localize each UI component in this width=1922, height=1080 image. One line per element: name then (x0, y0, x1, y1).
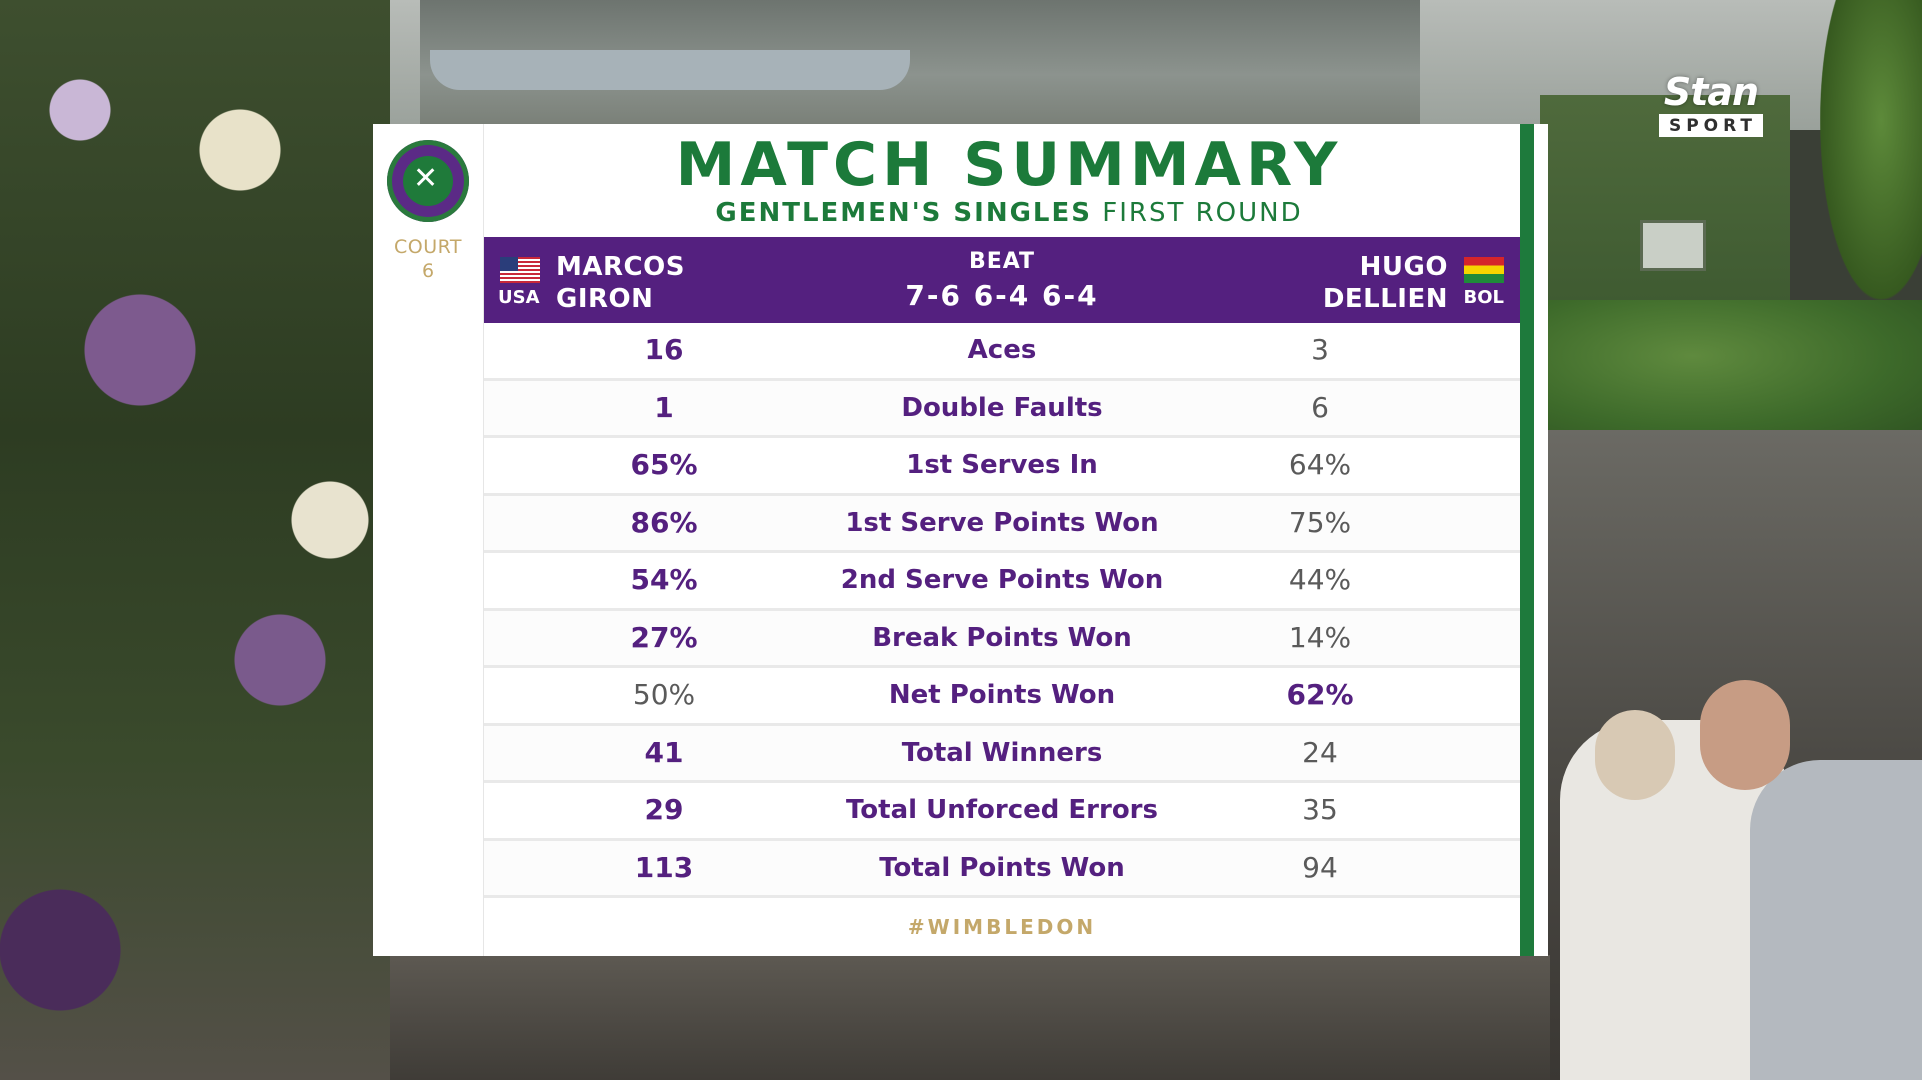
result-header: USA MARCOS GIRON BEAT 7-6 6-4 6-4 HUGO D… (484, 237, 1520, 323)
spectator (1750, 760, 1922, 1080)
match-summary-board: ✕ COURT 6 MATCH SUMMARY GENTLEMEN'S SING… (373, 124, 1548, 956)
court-label: COURT (393, 236, 463, 258)
court-number: 6 (421, 260, 435, 282)
stat-label: Total Winners (901, 737, 1103, 768)
right-player-name: HUGO DELLIEN (1323, 251, 1448, 315)
flower-foliage (0, 0, 390, 1080)
side-panel: ✕ COURT 6 (373, 124, 484, 956)
logo-emblem (403, 156, 453, 206)
right-player-first: HUGO (1359, 252, 1448, 282)
left-player-last: GIRON (556, 284, 654, 314)
stat-left-value: 1 (654, 390, 674, 424)
spectator-head (1595, 710, 1675, 800)
right-player-last: DELLIEN (1322, 284, 1448, 314)
hedge (1540, 300, 1922, 440)
stat-row: 54% 2nd Serve Points Won 44% (484, 553, 1520, 611)
accent-bar (1520, 124, 1534, 956)
stat-left-value: 86% (630, 505, 698, 539)
stat-left-value: 65% (630, 448, 698, 481)
stat-left-value: 54% (630, 563, 698, 596)
match-score: 7-6 6-4 6-4 (905, 279, 1099, 312)
page-title: MATCH SUMMARY (675, 130, 1343, 200)
stat-left-value: 50% (632, 678, 696, 711)
stat-row: 50% Net Points Won 62% (484, 668, 1520, 726)
broadcaster-logo: Stan SPORT (1652, 72, 1770, 137)
stat-row: 113 Total Points Won 94 (484, 840, 1520, 898)
wimbledon-logo: ✕ (387, 140, 469, 222)
summary-main: MATCH SUMMARY GENTLEMEN'S SINGLES FIRST … (484, 124, 1534, 956)
stadium-roof (430, 50, 910, 90)
stat-right-value: 35 (1302, 793, 1338, 826)
spectator-head (1700, 680, 1790, 790)
bolivia-flag-icon (1464, 257, 1504, 283)
stat-left-value: 16 (644, 333, 684, 366)
stat-label: 1st Serves In (906, 450, 1098, 480)
stat-right-value: 24 (1302, 735, 1338, 769)
stat-left-value: 29 (644, 793, 684, 826)
stat-right-value: 3 (1311, 333, 1329, 366)
stat-label: 2nd Serve Points Won (840, 565, 1164, 595)
stats-table: 16 Aces 3 1 Double Faults 6 65% 1st Serves In 64… (484, 323, 1520, 898)
stat-label: Double Faults (901, 392, 1103, 423)
stat-label: Aces (967, 335, 1037, 365)
crowd-bottom (370, 955, 1550, 1080)
stat-right-value: 44% (1288, 563, 1352, 596)
usa-flag-icon (500, 257, 540, 283)
stat-row: 27% Break Points Won 14% (484, 610, 1520, 668)
event-subtitle: GENTLEMEN'S SINGLES FIRST ROUND (484, 196, 1534, 230)
left-country-code: USA (498, 287, 540, 308)
stat-right-value: 62% (1286, 678, 1354, 711)
stat-left-value: 27% (630, 620, 698, 654)
stat-row: 1 Double Faults 6 (484, 380, 1520, 438)
stat-row: 86% 1st Serve Points Won 75% (484, 495, 1520, 553)
stat-label: Total Points Won (879, 852, 1125, 883)
right-country-code: BOL (1463, 287, 1505, 308)
left-player-name: MARCOS GIRON (556, 251, 685, 315)
stat-label: Total Unforced Errors (846, 795, 1158, 825)
stat-left-value: 113 (634, 850, 694, 884)
stat-right-value: 14% (1288, 620, 1352, 654)
stat-left-value: 41 (644, 735, 684, 769)
broadcaster-sub: SPORT (1658, 114, 1764, 137)
stat-label: Break Points Won (872, 622, 1132, 653)
stat-row: 65% 1st Serves In 64% (484, 438, 1520, 496)
stat-row: 29 Total Unforced Errors 35 (484, 783, 1520, 841)
event-name: GENTLEMEN'S SINGLES (715, 198, 1092, 228)
hashtag: #WIMBLEDON (907, 915, 1097, 939)
left-player-first: MARCOS (556, 252, 685, 282)
round-name: FIRST ROUND (1102, 198, 1303, 228)
stat-right-value: 6 (1311, 390, 1329, 424)
stat-row: 41 Total Winners 24 (484, 725, 1520, 783)
broadcaster-name: Stan (1663, 70, 1759, 114)
stat-label: Net Points Won (888, 680, 1116, 710)
stat-label: 1st Serve Points Won (845, 507, 1159, 538)
leaves (1820, 0, 1922, 300)
building-window (1640, 220, 1706, 271)
crossed-rackets-icon: ✕ (413, 161, 439, 196)
result-verb: BEAT (968, 249, 1036, 274)
stat-right-value: 75% (1288, 505, 1352, 539)
stat-row: 16 Aces 3 (484, 323, 1520, 381)
stat-right-value: 94 (1302, 850, 1338, 884)
stat-right-value: 64% (1288, 448, 1352, 481)
